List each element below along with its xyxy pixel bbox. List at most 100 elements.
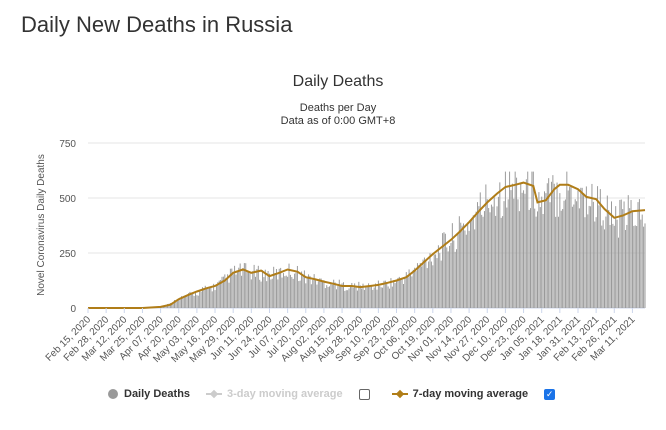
bar-daily-deaths <box>640 219 642 308</box>
bar-daily-deaths <box>423 257 425 308</box>
bar-daily-deaths <box>273 266 275 308</box>
bar-daily-deaths <box>569 187 571 308</box>
bar-daily-deaths <box>369 286 371 308</box>
bar-daily-deaths <box>559 193 561 308</box>
bar-daily-deaths <box>333 279 335 308</box>
bar-daily-deaths <box>421 266 423 308</box>
bar-daily-deaths <box>305 283 307 308</box>
bar-daily-deaths <box>595 217 597 308</box>
bar-daily-deaths <box>380 287 382 308</box>
chart-subtitle-line2: Data as of 0:00 GMT+8 <box>281 115 396 127</box>
bar-daily-deaths <box>211 291 213 308</box>
bar-daily-deaths <box>530 208 532 308</box>
bar-daily-deaths <box>619 199 621 308</box>
bar-daily-deaths <box>337 286 339 308</box>
y-axis-label: Novel Coronavirus Daily Deaths <box>36 154 47 296</box>
bar-daily-deaths <box>227 274 229 308</box>
bar-daily-deaths <box>386 282 388 308</box>
bar-daily-deaths <box>411 276 413 308</box>
bar-daily-deaths <box>503 201 505 308</box>
bar-daily-deaths <box>282 273 284 308</box>
bar-daily-deaths <box>344 290 346 308</box>
bar-daily-deaths <box>195 292 196 308</box>
bar-daily-deaths <box>347 290 349 308</box>
bar-daily-deaths <box>555 216 557 308</box>
bar-daily-deaths <box>404 277 406 308</box>
bar-daily-deaths <box>303 270 305 308</box>
bar-daily-deaths <box>542 214 544 308</box>
bar-daily-deaths <box>264 269 266 308</box>
seven-day-line-icon <box>391 389 408 399</box>
bar-daily-deaths <box>442 233 444 308</box>
seven-day-average-checkbox[interactable]: ✓ <box>544 388 556 400</box>
bar-daily-deaths <box>597 186 599 308</box>
bar-daily-deaths <box>192 293 194 308</box>
bar-daily-deaths <box>396 281 398 308</box>
bar-daily-deaths <box>270 279 272 308</box>
y-tick-label: 750 <box>59 139 76 150</box>
bar-daily-deaths <box>228 282 230 308</box>
bar-daily-deaths <box>591 183 593 308</box>
bar-daily-deaths <box>541 196 543 308</box>
chart-subtitle-line1: Deaths per Day <box>300 102 377 114</box>
bar-daily-deaths <box>622 209 624 308</box>
bar-daily-deaths <box>520 183 522 308</box>
bar-daily-deaths <box>478 206 480 308</box>
bar-daily-deaths <box>319 278 321 308</box>
bar-daily-deaths <box>454 251 456 308</box>
bar-daily-deaths <box>433 254 435 308</box>
y-axis-ticks: 0 250 500 750 <box>59 139 76 315</box>
bar-daily-deaths <box>510 190 512 308</box>
three-day-average-checkbox[interactable] <box>358 388 370 400</box>
legend-item-daily-deaths[interactable]: Daily Deaths <box>108 388 190 400</box>
bar-daily-deaths <box>490 204 492 308</box>
bar-daily-deaths <box>172 303 174 308</box>
bar-daily-deaths <box>617 237 619 308</box>
chart-title: Daily Deaths <box>293 73 384 90</box>
bar-daily-deaths <box>537 211 538 308</box>
bar-daily-deaths <box>391 286 393 308</box>
bar-daily-deaths <box>231 268 233 308</box>
bar-daily-deaths <box>257 265 259 308</box>
bar-daily-deaths <box>206 287 208 308</box>
bar-daily-deaths <box>422 259 424 308</box>
bar-daily-deaths <box>379 285 381 308</box>
bar-daily-deaths <box>552 175 554 308</box>
bar-daily-deaths <box>185 295 187 308</box>
bar-daily-deaths <box>613 225 615 308</box>
bar-daily-deaths <box>267 271 269 308</box>
legend-item-seven-day-average[interactable]: 7-day moving average <box>391 388 528 400</box>
bar-daily-deaths <box>637 202 639 308</box>
bar-daily-deaths <box>274 273 276 308</box>
bar-daily-deaths <box>281 277 283 308</box>
bar-daily-deaths <box>256 269 258 308</box>
bar-daily-deaths <box>468 230 470 308</box>
bar-daily-deaths <box>306 277 308 308</box>
bar-daily-deaths <box>475 211 477 308</box>
bar-daily-deaths <box>464 230 466 308</box>
bar-daily-deaths <box>446 247 448 308</box>
bar-daily-deaths <box>338 279 340 308</box>
bar-daily-deaths <box>292 278 294 308</box>
bar-daily-deaths <box>176 300 178 308</box>
bar-daily-deaths <box>196 295 198 308</box>
bar-daily-deaths <box>517 199 519 308</box>
bar-daily-deaths <box>567 190 569 308</box>
bar-daily-deaths <box>497 196 499 308</box>
bar-daily-deaths <box>467 222 469 308</box>
bar-daily-deaths <box>437 245 439 308</box>
bar-daily-deaths <box>588 205 590 308</box>
bar-daily-deaths <box>182 296 184 308</box>
bar-daily-deaths <box>550 181 552 308</box>
bar-daily-deaths <box>576 201 578 308</box>
bar-daily-deaths <box>516 177 518 308</box>
bar-daily-deaths <box>188 293 189 308</box>
bar-daily-deaths <box>315 280 317 308</box>
bar-daily-deaths <box>644 223 646 308</box>
legend-item-three-day-average[interactable]: 3-day moving average <box>206 388 343 400</box>
bar-daily-deaths <box>312 279 314 308</box>
bar-daily-deaths <box>412 269 414 308</box>
bar-daily-deaths <box>414 267 416 308</box>
bar-daily-deaths <box>375 283 377 308</box>
